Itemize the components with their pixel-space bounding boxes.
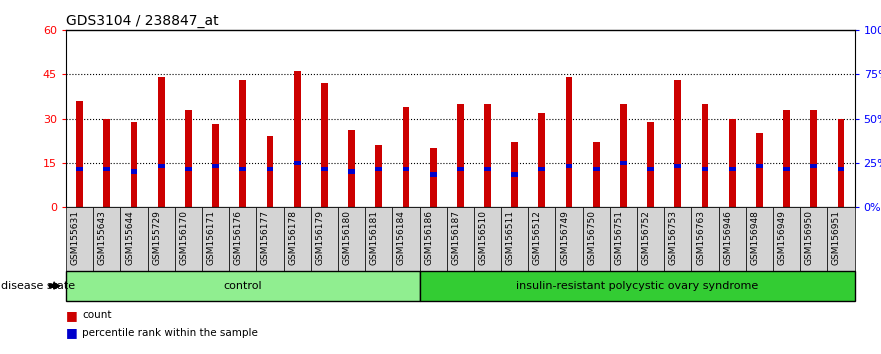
Bar — [756, 133, 763, 207]
Bar — [130, 121, 137, 207]
Text: GSM156171: GSM156171 — [207, 210, 216, 265]
Bar — [648, 121, 654, 207]
Text: GSM156510: GSM156510 — [478, 210, 487, 265]
Text: GSM156946: GSM156946 — [723, 210, 732, 265]
Bar — [701, 166, 708, 171]
Text: GSM155729: GSM155729 — [152, 210, 161, 265]
Bar — [511, 142, 518, 207]
Text: insulin-resistant polycystic ovary syndrome: insulin-resistant polycystic ovary syndr… — [516, 281, 759, 291]
Text: ■: ■ — [66, 326, 78, 339]
Text: GSM156753: GSM156753 — [669, 210, 677, 265]
Text: GSM156750: GSM156750 — [588, 210, 596, 265]
Bar — [620, 104, 627, 207]
Text: GSM156948: GSM156948 — [751, 210, 759, 265]
Text: GSM156951: GSM156951 — [832, 210, 841, 265]
Bar — [375, 166, 382, 171]
Bar — [729, 119, 736, 207]
Bar — [485, 166, 491, 171]
Bar — [293, 161, 300, 165]
Text: GSM156170: GSM156170 — [180, 210, 189, 265]
Text: GSM156181: GSM156181 — [370, 210, 379, 265]
Bar — [811, 164, 818, 168]
Bar — [538, 113, 545, 207]
Text: disease state: disease state — [1, 281, 75, 291]
Text: GSM156949: GSM156949 — [778, 210, 787, 265]
Bar — [77, 166, 83, 171]
Text: count: count — [82, 310, 111, 320]
Text: GSM155644: GSM155644 — [125, 210, 134, 265]
Bar — [648, 166, 654, 171]
Bar — [511, 172, 518, 177]
Text: GSM156511: GSM156511 — [506, 210, 515, 265]
Text: GSM156752: GSM156752 — [641, 210, 651, 265]
Text: GSM156176: GSM156176 — [233, 210, 243, 265]
Text: GSM155643: GSM155643 — [98, 210, 107, 265]
Text: GSM156186: GSM156186 — [424, 210, 433, 265]
Text: GSM156187: GSM156187 — [451, 210, 460, 265]
Text: percentile rank within the sample: percentile rank within the sample — [82, 328, 258, 338]
Text: GSM156512: GSM156512 — [533, 210, 542, 265]
Bar — [838, 166, 844, 171]
Bar — [485, 104, 491, 207]
Text: GDS3104 / 238847_at: GDS3104 / 238847_at — [66, 14, 218, 28]
Bar — [130, 170, 137, 174]
Bar — [348, 170, 355, 174]
Text: GSM156179: GSM156179 — [315, 210, 324, 265]
Bar — [593, 142, 600, 207]
Text: GSM155631: GSM155631 — [70, 210, 79, 265]
Bar — [430, 148, 436, 207]
Bar — [593, 166, 600, 171]
Bar — [701, 104, 708, 207]
Bar — [348, 130, 355, 207]
Bar — [240, 80, 246, 207]
Bar — [212, 164, 219, 168]
Text: ■: ■ — [66, 309, 78, 321]
Bar — [729, 166, 736, 171]
Bar — [838, 119, 844, 207]
Bar — [212, 125, 219, 207]
Text: GSM156178: GSM156178 — [288, 210, 297, 265]
Bar — [158, 164, 165, 168]
Text: GSM156180: GSM156180 — [343, 210, 352, 265]
Bar — [457, 166, 463, 171]
Text: GSM156763: GSM156763 — [696, 210, 705, 265]
Bar — [375, 145, 382, 207]
Text: GSM156749: GSM156749 — [560, 210, 569, 265]
Bar — [430, 172, 436, 177]
Bar — [783, 110, 790, 207]
Bar — [240, 166, 246, 171]
Bar — [566, 164, 573, 168]
Bar — [103, 166, 110, 171]
Bar — [185, 166, 192, 171]
Bar — [620, 161, 627, 165]
Bar — [783, 166, 790, 171]
Bar — [103, 119, 110, 207]
Bar — [566, 77, 573, 207]
Bar — [403, 166, 410, 171]
Bar — [675, 80, 681, 207]
Bar — [267, 166, 273, 171]
Text: control: control — [224, 281, 263, 291]
Text: GSM156184: GSM156184 — [397, 210, 406, 265]
Bar — [293, 72, 300, 207]
Bar — [267, 136, 273, 207]
Bar — [756, 164, 763, 168]
Text: GSM156950: GSM156950 — [804, 210, 814, 265]
Text: GSM156177: GSM156177 — [261, 210, 270, 265]
Bar — [321, 166, 328, 171]
Bar — [538, 166, 545, 171]
Text: GSM156751: GSM156751 — [614, 210, 624, 265]
Bar — [675, 164, 681, 168]
Bar — [158, 77, 165, 207]
Bar — [321, 83, 328, 207]
Bar — [185, 110, 192, 207]
Bar — [811, 110, 818, 207]
Bar — [403, 107, 410, 207]
Bar — [457, 104, 463, 207]
Bar — [77, 101, 83, 207]
